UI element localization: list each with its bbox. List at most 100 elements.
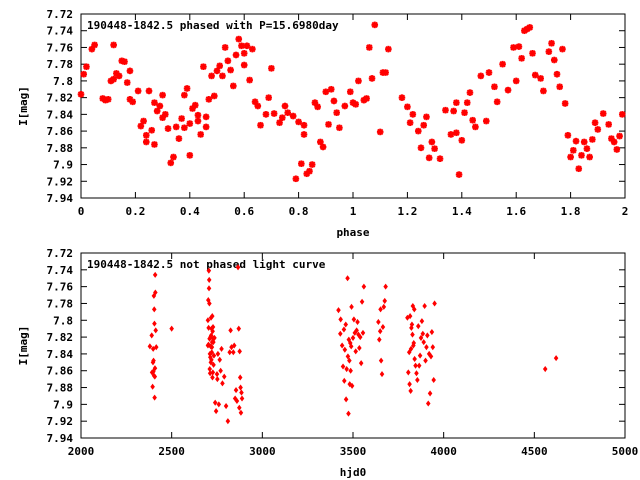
- raw-data-point: [422, 302, 427, 310]
- raw-data-point: [237, 374, 243, 381]
- phased-x-tick-label: 2: [622, 205, 629, 218]
- phased-y-tick-label: 7.84: [47, 108, 74, 121]
- phased-data-point: [205, 96, 213, 103]
- raw-data-point: [147, 343, 153, 350]
- phased-data-point: [570, 147, 577, 154]
- raw-data-point: [223, 403, 229, 410]
- raw-data-point: [424, 344, 429, 351]
- phased-data-point: [504, 86, 512, 94]
- phased-data-point: [181, 91, 188, 99]
- raw-data-point: [210, 374, 215, 381]
- phased-data-point: [472, 123, 479, 131]
- phased-data-point: [545, 48, 553, 55]
- raw-y-tick-label: 7.86: [47, 365, 74, 378]
- phased-data-point: [123, 79, 131, 86]
- raw-data-point: [152, 394, 157, 401]
- raw-data-point: [150, 383, 155, 390]
- raw-data-point: [207, 300, 212, 307]
- phased-data-point: [202, 113, 210, 121]
- raw-data-point: [377, 336, 382, 343]
- raw-data-point: [425, 332, 430, 339]
- phased-data-point: [191, 101, 199, 109]
- phased-data-point: [151, 141, 158, 148]
- phased-data-point: [254, 102, 262, 110]
- phased-data-point: [314, 103, 321, 111]
- phased-y-tick-label: 7.92: [47, 175, 74, 188]
- phased-data-point: [268, 65, 275, 72]
- phased-data-point: [591, 119, 599, 127]
- phased-data-point: [605, 121, 612, 128]
- phased-data-point: [278, 114, 286, 122]
- raw-data-point: [408, 345, 414, 352]
- phased-data-point: [262, 111, 270, 118]
- raw-data-point: [425, 400, 431, 407]
- phased-data-point: [159, 91, 166, 99]
- phased-data-point: [366, 44, 373, 51]
- raw-data-point: [432, 300, 437, 307]
- raw-data-point: [153, 327, 158, 334]
- raw-data-point: [419, 318, 425, 325]
- phased-data-point: [376, 128, 384, 136]
- phased-data-point: [289, 112, 297, 120]
- raw-data-point: [418, 334, 424, 341]
- phased-data-point: [151, 99, 158, 106]
- phased-y-tick-label: 7.9: [53, 159, 73, 172]
- phased-data-point: [164, 125, 172, 132]
- raw-data-point: [227, 349, 232, 356]
- phased-y-tick-label: 7.8: [53, 75, 73, 88]
- phased-data-point: [170, 153, 177, 161]
- raw-data-point: [380, 323, 386, 331]
- raw-data-point: [210, 323, 216, 331]
- phased-data-point: [442, 106, 449, 114]
- phased-data-point: [200, 63, 207, 70]
- phased-data-point: [330, 97, 338, 105]
- raw-data-point: [336, 307, 341, 314]
- phased-data-point: [183, 85, 191, 92]
- raw-data-point: [213, 408, 219, 415]
- phased-data-point: [423, 113, 430, 121]
- phased-data-point: [531, 71, 539, 79]
- raw-data-point: [235, 264, 241, 271]
- raw-data-point: [382, 297, 388, 304]
- raw-data-point: [237, 404, 242, 411]
- phased-data-point: [140, 117, 147, 125]
- phased-data-point: [420, 121, 428, 129]
- phased-y-tick-label: 7.94: [47, 192, 74, 205]
- raw-y-tick-label: 7.72: [47, 247, 74, 260]
- raw-data-point: [414, 370, 419, 377]
- phased-y-tick-label: 7.82: [47, 92, 74, 105]
- raw-data-point: [233, 387, 239, 394]
- raw-data-point: [338, 316, 343, 323]
- raw-data-point: [205, 317, 211, 324]
- phased-data-point: [510, 44, 517, 51]
- raw-data-point: [151, 292, 157, 299]
- raw-data-point: [215, 376, 220, 383]
- raw-data-point: [415, 376, 420, 384]
- phased-data-point: [243, 42, 251, 50]
- phased-data-point: [382, 69, 389, 76]
- phased-data-point: [406, 119, 414, 127]
- phased-data-point: [300, 131, 308, 138]
- raw-data-point: [360, 329, 366, 336]
- phased-data-point: [178, 115, 185, 122]
- phased-data-point: [431, 145, 438, 152]
- phased-data-point: [575, 165, 583, 173]
- phased-data-point: [548, 39, 555, 47]
- phased-data-point: [610, 138, 618, 146]
- raw-data-point: [406, 369, 411, 376]
- raw-data-point: [357, 344, 362, 352]
- phased-data-point: [453, 129, 460, 137]
- phased-data-point: [586, 153, 593, 161]
- phased-data-point: [529, 50, 536, 57]
- phased-data-point: [453, 99, 460, 106]
- phased-data-point: [227, 66, 234, 74]
- phased-data-point: [526, 24, 534, 31]
- phased-data-point: [341, 102, 349, 110]
- raw-data-point: [354, 327, 359, 334]
- phased-data-point: [537, 75, 544, 82]
- raw-data-point: [169, 325, 174, 332]
- phased-data-point: [300, 121, 308, 129]
- phased-data-point: [213, 67, 221, 75]
- raw-data-point: [410, 331, 415, 338]
- phased-data-point: [110, 41, 117, 49]
